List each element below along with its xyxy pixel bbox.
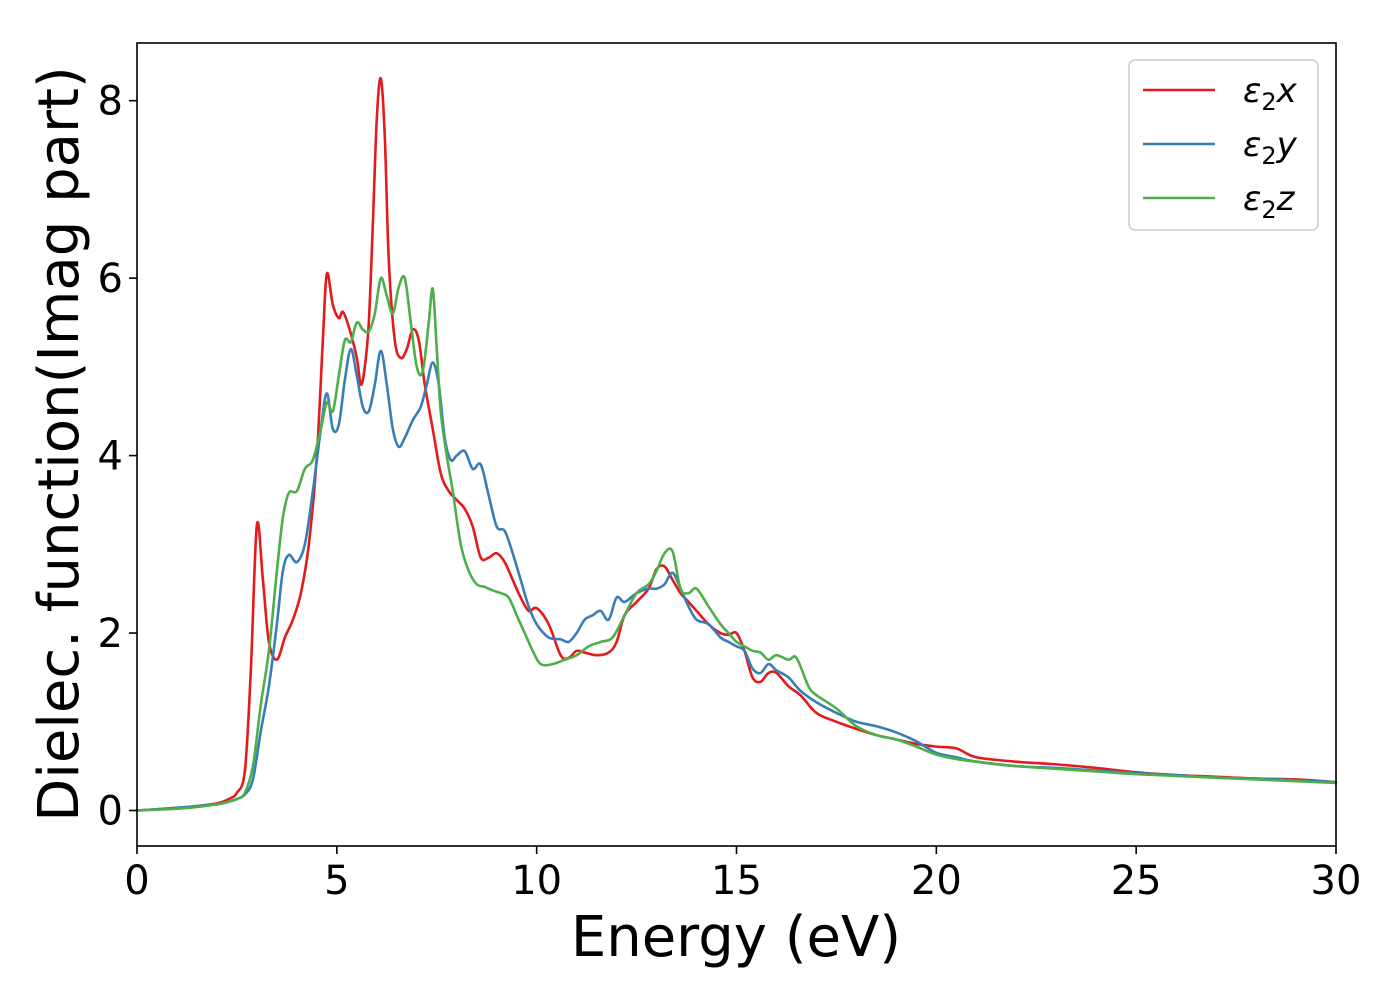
y-axis: 0 2 4 6 8 [98,79,137,835]
x-axis: 0 5 10 15 20 25 30 [124,846,1361,904]
y-axis-title: Dielec. function(Imag part) [27,66,92,822]
x-axis-title: Energy (eV) [571,905,901,970]
legend-label-z: ε2z [1243,179,1296,224]
y-tick-label: 4 [98,434,123,480]
legend-box [1128,59,1319,231]
legend-label-x: ε2x [1243,71,1298,116]
x-tick-label: 5 [324,858,349,904]
series-line-y [135,347,1338,812]
x-tick-label: 25 [1111,858,1162,904]
series-line-z [135,274,1338,812]
y-tick-label: 8 [98,79,123,125]
y-tick-label: 6 [98,256,123,302]
y-tick-label: 0 [98,789,123,835]
legend: ε2x ε2y ε2z [1128,59,1319,231]
x-tick-label: 15 [711,858,762,904]
x-tick-label: 0 [124,858,149,904]
legend-label-y: ε2y [1243,125,1298,170]
series-layer [135,77,1338,812]
x-tick-label: 10 [511,858,562,904]
y-tick-label: 2 [98,611,123,657]
x-tick-label: 20 [911,858,962,904]
series-line-x [135,77,1338,812]
x-tick-label: 30 [1311,858,1362,904]
